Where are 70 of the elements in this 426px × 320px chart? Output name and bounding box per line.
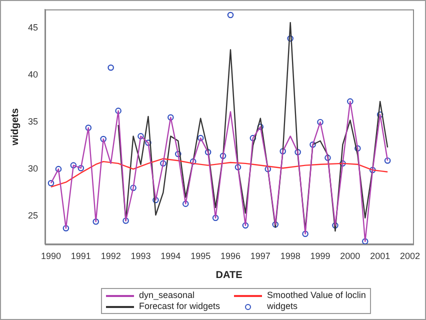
point	[48, 180, 54, 186]
point	[332, 222, 338, 229]
y-tick-label: 45	[28, 22, 38, 33]
point	[182, 200, 189, 207]
y-tick-label: 30	[28, 164, 38, 174]
point	[264, 166, 272, 172]
point	[108, 64, 114, 71]
point	[115, 108, 122, 114]
point	[354, 145, 361, 152]
point	[70, 162, 77, 168]
y-axis-title: widgets	[10, 108, 21, 146]
point	[227, 12, 234, 18]
point	[257, 124, 264, 130]
point	[317, 118, 324, 126]
point	[190, 158, 196, 165]
point	[369, 166, 376, 174]
point	[160, 160, 166, 167]
x-tick-label: 1991	[70, 251, 91, 262]
point	[55, 166, 62, 172]
point	[347, 98, 354, 105]
x-tick-label: 1995	[190, 251, 211, 262]
x-tick-label: 2002	[400, 251, 420, 262]
y-tick-label: 40	[28, 70, 38, 80]
point	[197, 134, 204, 142]
x-tick-label: 2000	[340, 251, 360, 262]
point	[310, 141, 316, 148]
point	[324, 154, 331, 161]
point	[250, 134, 256, 142]
point	[145, 140, 152, 146]
point	[85, 124, 92, 131]
x-tick-label: 1993	[130, 251, 151, 262]
point	[340, 160, 346, 167]
legend-label: widgets	[267, 301, 298, 312]
x-tick-label: 1996	[220, 251, 241, 262]
point	[220, 152, 226, 160]
point	[294, 149, 301, 156]
point	[174, 150, 182, 158]
x-tick-label: 1994	[160, 251, 181, 262]
y-tick-label: 35	[28, 116, 38, 127]
point	[62, 225, 70, 232]
point	[362, 238, 368, 244]
point	[287, 35, 294, 42]
point	[122, 218, 129, 224]
point	[152, 196, 159, 204]
point	[130, 184, 136, 191]
legend-label: Forecast for widgets	[139, 301, 220, 312]
point	[234, 164, 242, 170]
x-tick-label: 1992	[100, 251, 121, 262]
legend-label: dyn_seasonal	[139, 290, 195, 301]
point	[100, 136, 106, 142]
point	[92, 218, 100, 225]
point	[138, 133, 144, 140]
point	[384, 157, 391, 164]
point	[242, 222, 249, 229]
y-tick-label: 25	[28, 210, 38, 221]
x-tick-label: 1998	[280, 251, 300, 262]
point	[302, 230, 308, 238]
point	[78, 164, 84, 172]
x-tick-label: 1997	[250, 251, 270, 262]
point	[272, 221, 279, 228]
x-axis-title: DATE	[216, 270, 243, 281]
point	[168, 114, 174, 121]
legend-label: Smoothed Value of loclin	[267, 290, 366, 301]
point	[212, 214, 219, 222]
point	[280, 148, 286, 154]
x-tick-label: 1999	[310, 251, 330, 262]
point	[204, 149, 212, 156]
point	[376, 111, 384, 118]
x-tick-label: 2001	[370, 251, 390, 262]
x-tick-label: 1990	[40, 251, 62, 262]
